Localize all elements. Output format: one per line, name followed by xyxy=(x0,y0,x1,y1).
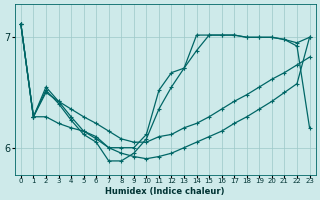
X-axis label: Humidex (Indice chaleur): Humidex (Indice chaleur) xyxy=(106,187,225,196)
